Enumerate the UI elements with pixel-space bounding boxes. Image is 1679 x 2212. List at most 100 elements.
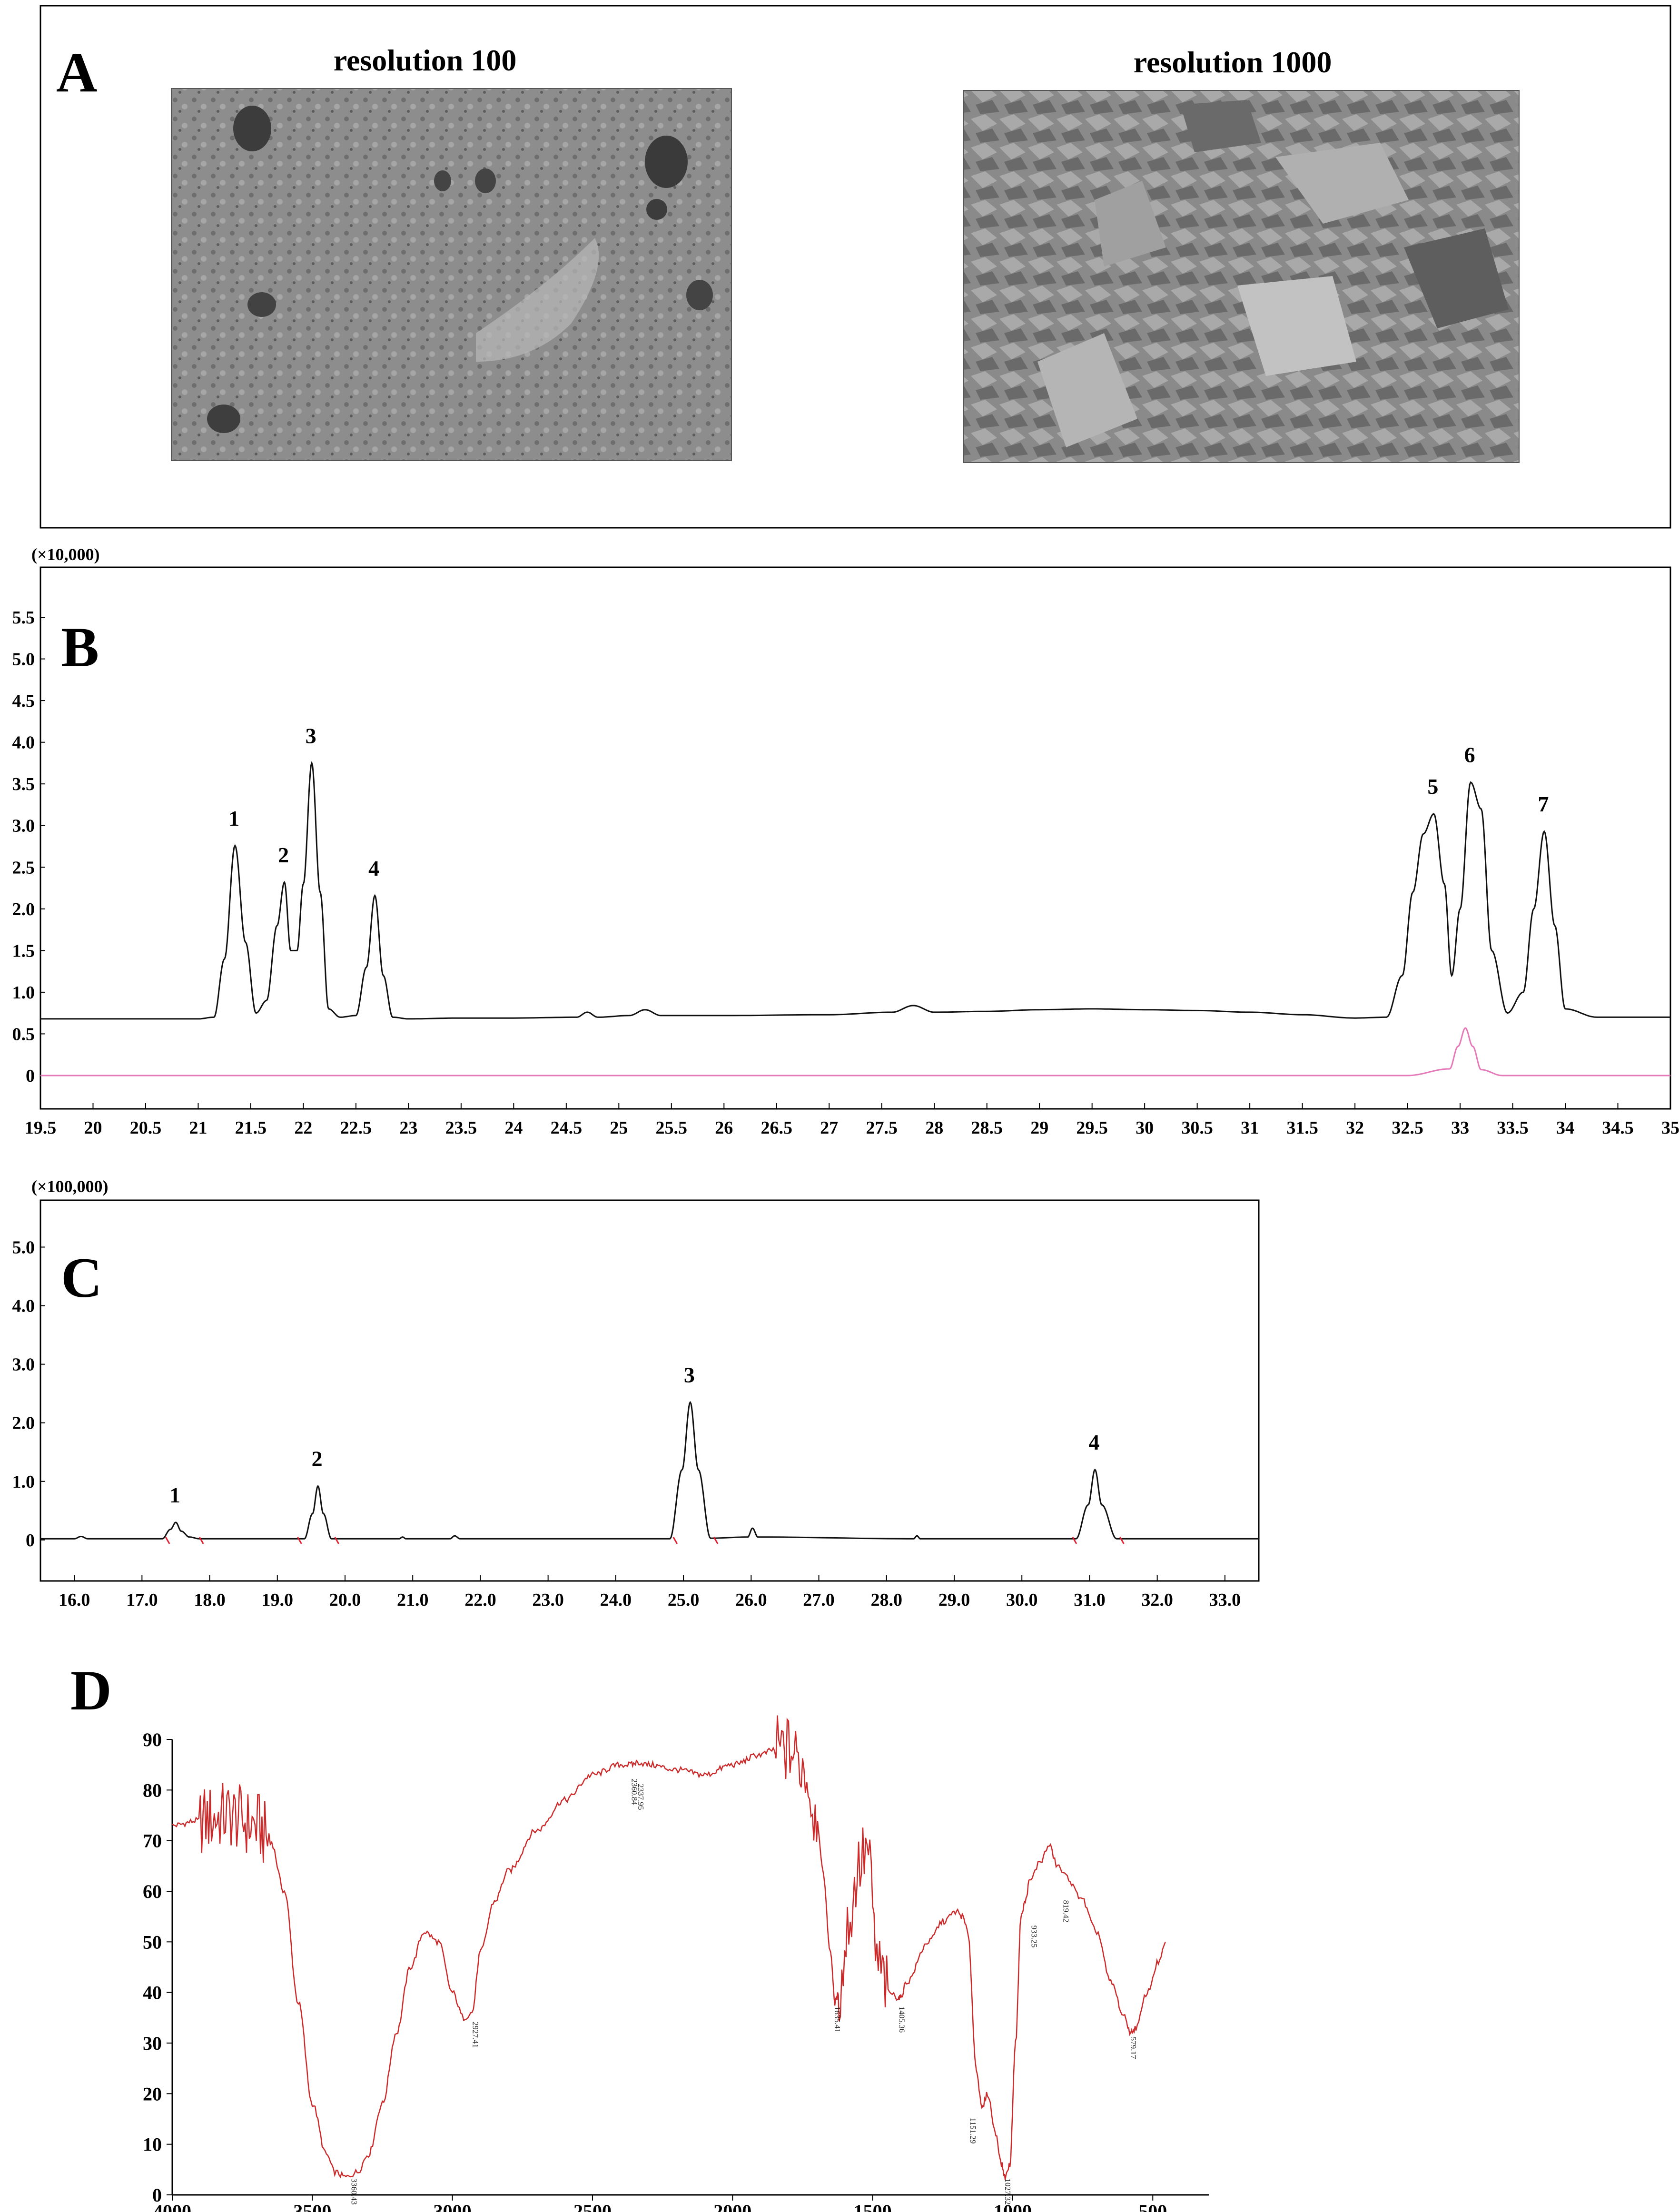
panel-d-x-tick: 3500 [293, 2195, 331, 2212]
panel-b-y-tick-label: 4.0 [12, 733, 35, 753]
panel-b-x-tick: 29.5 [1076, 1103, 1108, 1138]
panel-b-y-tick: 0.5 [12, 1024, 45, 1044]
panel-b-x-tick: 29 [1030, 1103, 1048, 1138]
panel-d-peak-annotation: 2360.84 [630, 1778, 639, 1805]
panel-c-series-line [40, 1401, 1259, 1540]
panel-c-plot-frame [40, 1199, 1260, 1582]
panel-c-x-tick-label: 16.0 [59, 1590, 90, 1610]
panel-b-x-tick: 27 [820, 1103, 838, 1138]
sem-image-1-title: resolution 100 [334, 43, 517, 77]
panel-c-x-tick: 16.0 [59, 1575, 90, 1610]
panel-b-x-tick: 20.5 [130, 1103, 161, 1138]
panel-b-x-tick: 19.5 [25, 1103, 57, 1138]
panel-c-x-tick-label: 21.0 [397, 1590, 429, 1610]
panel-c-peak-label: 2 [312, 1447, 323, 1471]
panel-b-y-tick-label: 3.0 [12, 816, 35, 836]
panel-c-y-tick: 2.0 [12, 1413, 45, 1433]
panel-d-peak-annotation: 2927.41 [471, 2022, 480, 2048]
panel-b-series-line [40, 1027, 1670, 1076]
panel-b-x-tick: 34.5 [1602, 1103, 1634, 1138]
panel-c-y-tick-label: 4.0 [12, 1296, 35, 1316]
panel-b-y-tick: 2.0 [12, 899, 45, 919]
panel-d-y-tick-label: 10 [143, 2134, 162, 2155]
panel-d-y-tick: 80 [143, 1779, 172, 1801]
panel-d-x-tick: 3000 [434, 2195, 472, 2212]
panel-b-y-tick: 3.0 [12, 816, 45, 836]
panel-c-x-tick: 28.0 [871, 1575, 902, 1610]
panel-c-chromatogram: (×100,000) C 0 1.0 2.0 3.0 4.0 5.0 16.0 17.0 18… [12, 1177, 1260, 1610]
panel-b-peak-label: 5 [1427, 774, 1438, 799]
panel-b-x-tick-label: 33 [1451, 1118, 1469, 1138]
panel-d-ir-spectrum: D 0 10 20 30 40 50 60 70 80 90 4000 3500 3000 2500 20… [70, 1659, 1209, 2212]
panel-c-x-tick-label: 18.0 [194, 1590, 226, 1610]
panel-b-y-tick-label: 2.0 [12, 899, 35, 919]
panel-d-peak-annotation: 1027.32 [1003, 2178, 1012, 2204]
panel-d-y-tick-label: 90 [143, 1729, 162, 1750]
sem-image-2-title: resolution 1000 [1134, 45, 1332, 79]
panel-b-x-tick: 22.5 [340, 1103, 372, 1138]
panel-d-x-tick-label: 3000 [434, 2201, 472, 2212]
panel-d-x-tick-label: 2500 [573, 2201, 612, 2212]
panel-b-x-tick: 21 [189, 1103, 207, 1138]
panel-b-x-tick-label: 25.5 [656, 1118, 688, 1138]
panel-b-plot-frame [40, 566, 1671, 1110]
panel-c-integration-mark [165, 1537, 170, 1544]
panel-b-y-tick: 4.0 [12, 733, 45, 753]
panel-b-x-tick: 26 [715, 1103, 733, 1138]
panel-b-x-tick: 20 [84, 1103, 102, 1138]
panel-c-x-tick: 18.0 [194, 1575, 226, 1610]
panel-b-x-tick-label: 25 [610, 1118, 628, 1138]
panel-b-y-tick: 5.5 [12, 608, 45, 628]
panel-b-y-tick-label: 3.5 [12, 774, 35, 794]
panel-c-y-tick: 3.0 [12, 1355, 45, 1375]
panel-c-x-tick-label: 17.0 [126, 1590, 158, 1610]
panel-d-y-tick-label: 50 [143, 1931, 162, 1953]
panel-c-y-tick-label: 2.0 [12, 1413, 35, 1433]
panel-b-y-tick-label: 1.0 [12, 983, 35, 1003]
panel-b-y-tick: 4.5 [12, 691, 45, 711]
panel-c-x-tick-label: 27.0 [803, 1590, 835, 1610]
panel-c-integration-mark [713, 1537, 719, 1544]
panel-c-x-tick-label: 33.0 [1209, 1590, 1241, 1610]
panel-d-spectrum-line [172, 1715, 1166, 2180]
panel-c-x-tick-label: 20.0 [329, 1590, 361, 1610]
panel-b-x-tick: 35 [1661, 1103, 1679, 1138]
panel-d-y-tick-label: 0 [152, 2184, 162, 2206]
panel-c-y-tick: 1.0 [12, 1472, 45, 1492]
panel-d-x-tick-label: 500 [1138, 2201, 1167, 2212]
panel-d-x-tick: 1000 [994, 2195, 1032, 2212]
panel-d-y-tick: 50 [143, 1931, 172, 1953]
panel-c-letter: C [61, 1246, 102, 1309]
panel-c-x-tick-label: 22.0 [464, 1590, 496, 1610]
panel-d-peak-annotation: 1151.29 [968, 2118, 978, 2144]
panel-b-x-tick-label: 22.5 [340, 1118, 372, 1138]
panel-c-y-tick-label: 0 [26, 1531, 35, 1550]
panel-b-peak-label: 3 [306, 723, 316, 748]
panel-b-x-tick: 28 [925, 1103, 943, 1138]
panel-b-x-tick-label: 32.5 [1392, 1118, 1423, 1138]
panel-c-y-tick-label: 3.0 [12, 1355, 35, 1375]
panel-b-peak-label: 7 [1538, 792, 1549, 816]
panel-b-x-tick: 26.5 [761, 1103, 792, 1138]
panel-c-y-tick-label: 1.0 [12, 1472, 35, 1492]
panel-d-x-tick-label: 4000 [153, 2201, 191, 2212]
panel-c-y-tick: 0 [26, 1531, 45, 1550]
panel-b-x-tick-label: 34 [1556, 1118, 1574, 1138]
panel-d-y-tick: 60 [143, 1881, 172, 1902]
panel-c-x-tick-label: 24.0 [600, 1590, 632, 1610]
panel-b-y-tick: 5.0 [12, 650, 45, 670]
panel-b-x-tick-label: 28.5 [971, 1118, 1003, 1138]
panel-c-x-tick-label: 30.0 [1006, 1590, 1038, 1610]
panel-d-y-tick: 40 [143, 1982, 172, 2004]
panel-b-x-tick-label: 23 [399, 1118, 417, 1138]
panel-c-x-tick: 17.0 [126, 1575, 158, 1610]
panel-c-x-tick: 30.0 [1006, 1575, 1038, 1610]
panel-d-peak-annotation: 579.17 [1129, 2037, 1138, 2059]
panel-d-x-tick-label: 1500 [854, 2201, 892, 2212]
panel-c-y-tick: 4.0 [12, 1296, 45, 1316]
panel-b-y-tick-label: 4.5 [12, 691, 35, 711]
panel-c-x-tick: 27.0 [803, 1575, 835, 1610]
panel-b-x-tick: 25 [610, 1103, 628, 1138]
panel-b-x-tick-label: 19.5 [25, 1118, 57, 1138]
panel-b-y-tick-label: 5.5 [12, 608, 35, 628]
